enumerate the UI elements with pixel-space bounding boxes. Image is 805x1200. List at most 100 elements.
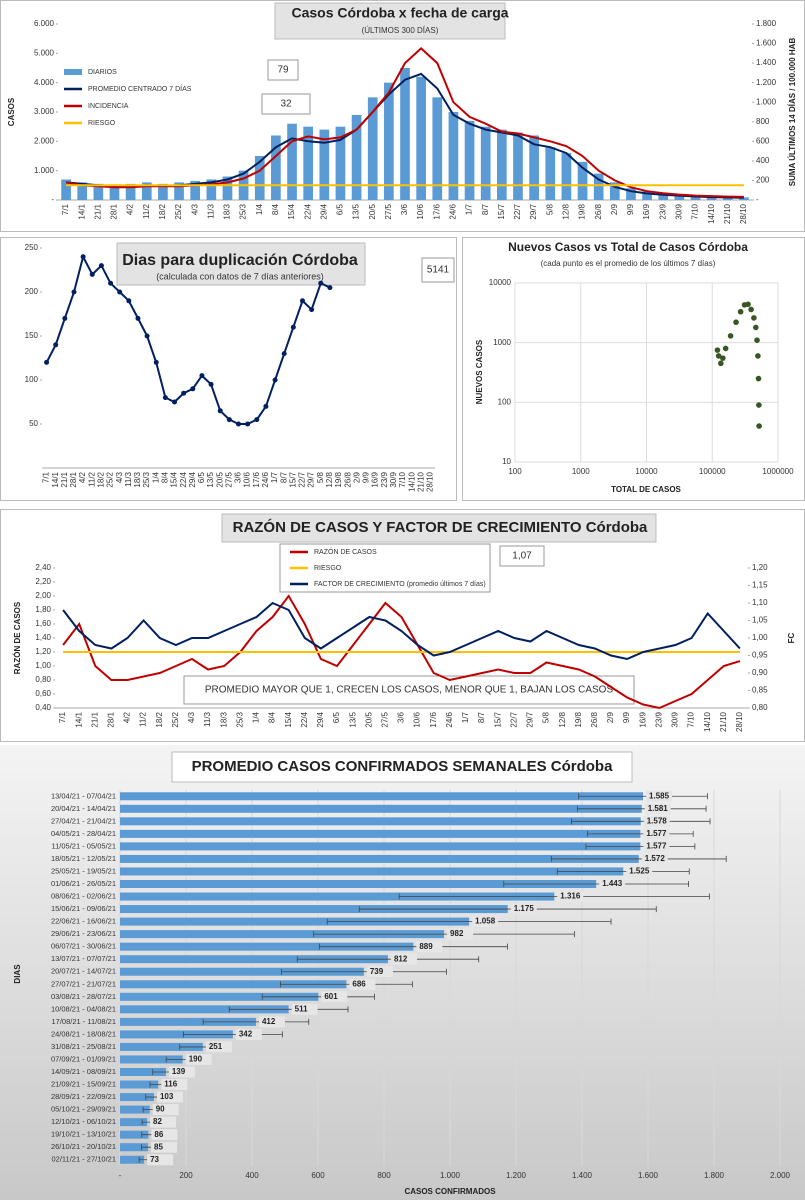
value-label-bg	[291, 1003, 318, 1015]
bar	[287, 123, 297, 200]
point	[751, 315, 757, 321]
bar	[120, 1143, 149, 1152]
panel	[462, 237, 805, 501]
bar	[120, 992, 319, 1001]
x-tick-label: 26/8	[594, 203, 603, 219]
x-tick-label: 10/6	[416, 203, 425, 219]
bar	[480, 126, 491, 200]
x-tick-label: 1.800	[704, 1171, 725, 1180]
x-tick-label: 12/8	[325, 471, 334, 487]
value-label: 1.581	[648, 804, 669, 813]
bar	[158, 183, 168, 200]
legend-label: RAZÓN DE CASOS	[314, 547, 377, 556]
bar	[61, 179, 71, 200]
point	[190, 386, 196, 392]
x-tick-label: 11/2	[142, 203, 151, 219]
x-tick-label: 25/2	[106, 471, 115, 487]
bar	[141, 182, 152, 200]
y-tick-label: 5.000	[34, 48, 55, 57]
line	[62, 594, 741, 710]
annotation: 32	[280, 99, 292, 110]
x-tick-label: 4/3	[190, 203, 199, 215]
point	[162, 395, 168, 401]
point	[236, 421, 241, 427]
bar	[513, 132, 523, 200]
x-tick-label: 3/6	[234, 471, 243, 483]
bar	[120, 1155, 145, 1164]
y-tick-label: 06/07/21 - 30/06/21	[51, 942, 116, 951]
x-tick-label: 14/10	[407, 471, 416, 492]
y-tick-label: 13/07/21 - 07/07/21	[51, 954, 116, 963]
value-label: 1.572	[645, 854, 666, 863]
x-tick-label: 11/2	[139, 711, 148, 727]
x-tick-label: 1.200	[506, 1171, 527, 1180]
y2-tick-label: 1,10	[752, 598, 768, 607]
y-tick-label: 02/11/21 - 27/10/21	[52, 1155, 117, 1164]
error-bar	[358, 906, 657, 913]
chart-title: PROMEDIO CASOS CONFIRMADOS SEMANALES Cór…	[192, 758, 614, 775]
y-tick-label: 0,60	[35, 689, 51, 698]
bar	[593, 173, 604, 200]
bar	[93, 183, 104, 200]
title-box	[221, 513, 657, 543]
value-label-bg	[321, 991, 348, 1003]
x-tick-label: 28/1	[110, 203, 119, 219]
bar	[120, 829, 641, 838]
value-label-bg	[626, 865, 653, 877]
y-tick-label: 13/04/21 - 07/04/21	[51, 791, 116, 800]
y-tick-label: 1,80	[35, 605, 51, 614]
value-label: 889	[419, 942, 433, 951]
x-tick-label: 18/2	[158, 203, 167, 219]
bar	[174, 182, 184, 200]
y2-axis-label: FC	[787, 632, 796, 643]
error-bar	[571, 818, 711, 825]
y-tick-label: 29/06/21 - 23/06/21	[51, 929, 116, 938]
x-tick-label: 22/7	[298, 471, 307, 487]
y-tick-label: 150	[25, 331, 39, 340]
value-label: 342	[239, 1030, 253, 1039]
x-tick-label: 8/7	[279, 471, 288, 483]
x-tick-label: 8/4	[160, 471, 169, 483]
value-label-bg	[643, 840, 670, 852]
x-tick-label: 17/6	[429, 711, 438, 727]
y2-tick-label: 600	[756, 136, 770, 145]
x-tick-label: 29/7	[529, 203, 538, 219]
bar	[120, 1030, 233, 1039]
y-tick-label: 100	[25, 375, 39, 384]
value-label-bg	[235, 1028, 262, 1040]
x-tick-label: 25/2	[171, 711, 180, 727]
x-tick-label: 800	[377, 1171, 391, 1180]
value-label-bg	[366, 966, 393, 978]
x-tick-label: 15/7	[497, 203, 506, 219]
bar	[120, 1067, 166, 1077]
bar	[722, 197, 733, 200]
error-bar	[585, 843, 696, 850]
point	[108, 280, 114, 286]
value-label-bg	[147, 1154, 174, 1166]
y2-tick-label: 0,85	[752, 686, 768, 695]
point	[172, 399, 178, 405]
x-tick-label: 1/4	[252, 711, 261, 723]
point	[80, 254, 86, 260]
bar	[120, 867, 624, 876]
x-tick-label: 14/1	[74, 711, 83, 727]
bar	[319, 129, 330, 200]
y-tick-label: 05/10/21 - 29/09/21	[51, 1105, 116, 1114]
bar	[609, 182, 620, 200]
y2-tick-label: 400	[756, 156, 770, 165]
x-tick-label: 4/3	[187, 711, 196, 723]
x-tick-label: 30/9	[671, 711, 680, 727]
y-tick-label: 27/04/21 - 21/04/21	[51, 816, 116, 825]
point	[718, 360, 724, 367]
annotation-box	[267, 59, 299, 81]
point	[737, 308, 744, 315]
y-tick-label: 14/09/21 - 08/09/21	[51, 1067, 116, 1076]
x-tick-label: 26/8	[343, 471, 352, 487]
value-label: 739	[370, 967, 384, 976]
y-tick-label: 21/09/21 - 15/09/21	[51, 1080, 116, 1089]
bar	[120, 930, 445, 939]
value-label-bg	[185, 1053, 212, 1065]
y-tick-label: 1.000	[34, 166, 55, 175]
x-tick-label: 29/4	[188, 471, 197, 487]
x-tick-label: 5/8	[316, 471, 325, 483]
